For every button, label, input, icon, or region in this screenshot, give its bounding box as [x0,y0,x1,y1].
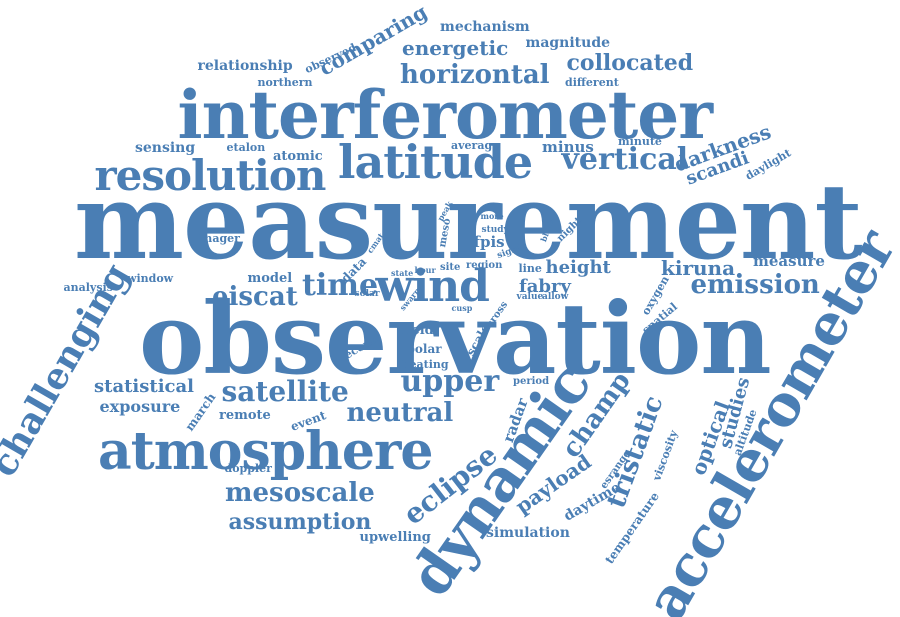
word-eiscat: eiscat [212,282,298,312]
word-observation: observation [139,282,772,397]
word-exposure: exposure [99,397,181,416]
word-model: model [247,270,293,286]
word-neutral: neutral [346,398,454,428]
word-magnitude: magnitude [525,35,611,51]
word-northern: northern [257,75,313,89]
word-mechanism: mechanism [440,19,530,35]
word-upwelling: upwelling [359,529,431,545]
word-heating: heating [401,357,449,371]
word-measure: measure [753,251,825,270]
word-atmosphere: atmosphere [98,421,433,482]
word-minus: minus [542,137,594,156]
word-latitude: latitude [338,135,533,189]
word-statistical: statistical [94,376,195,397]
word-etalon: etalon [226,140,266,154]
word-allow: allow [542,291,569,302]
word-emission: emission [690,270,820,300]
word-relationship: relationship [197,58,293,74]
word-study: study [481,224,509,235]
word-upper: upper [400,364,500,399]
word-minute: minute [618,134,662,148]
word-hour: hour [414,265,436,275]
word-sensing: sensing [135,140,196,156]
word-horizontal: horizontal [400,60,550,90]
word-collocated: collocated [566,50,694,76]
word-vertical: vertical [561,142,689,177]
word-polar: polar [406,342,442,356]
word-window: window [127,271,174,285]
word-solar: solar [354,288,380,299]
word-measurement: measurement [74,160,863,283]
word-average: average [451,138,500,152]
word-assumption: assumption [228,509,372,535]
word-site: site [440,262,461,273]
word-field: field [402,322,434,338]
word-time: time [302,268,379,303]
word-resolution: resolution [94,151,327,200]
word-period: period [513,376,550,387]
word-wind: wind [375,261,490,312]
word-simulation: simulation [486,525,570,541]
word-fabry: fabry [519,276,571,297]
word-fpis: fpis [473,232,505,251]
word-atomic: atomic [273,148,323,164]
word-energetic: energetic [402,36,509,60]
word-imager: imager [196,231,240,245]
word-line: line [518,261,542,275]
word-kiruna: kiruna [661,256,736,280]
word-remote: remote [219,407,271,423]
word-satellite: satellite [221,375,349,408]
word-different: different [565,75,619,89]
word-state: state [391,268,414,278]
word-doppler: doppler [224,461,272,475]
word-interferometer: interferometer [177,76,714,154]
word-region: region [466,260,503,271]
word-mesoscale: mesoscale [225,478,375,508]
word-more: more [480,211,504,221]
word-cusp: cusp [451,303,473,313]
word-height: height [545,257,611,278]
word-value: value [516,291,544,302]
word-analysis: analysis [63,280,113,294]
